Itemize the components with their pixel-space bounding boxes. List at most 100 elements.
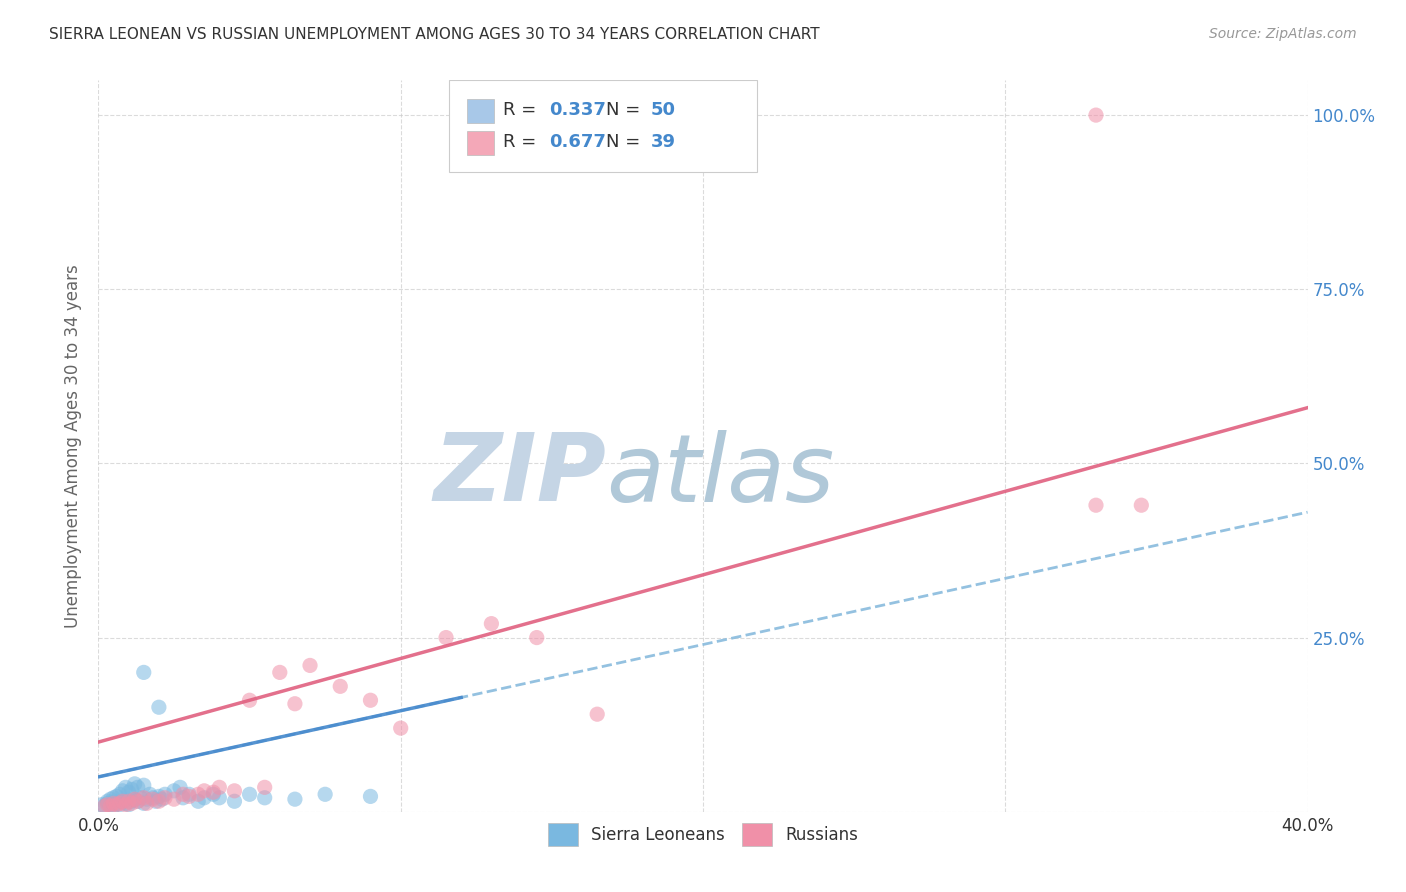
Point: [96, 794, 118, 808]
Point: [169, 780, 191, 795]
Point: [108, 797, 131, 812]
Point: [253, 790, 276, 805]
Point: [124, 792, 146, 806]
Point: [127, 780, 149, 795]
Text: Source: ZipAtlas.com: Source: ZipAtlas.com: [1209, 27, 1357, 41]
Point: [163, 792, 186, 806]
Text: ZIP: ZIP: [433, 429, 606, 521]
Point: [139, 787, 162, 801]
Y-axis label: Unemployment Among Ages 30 to 34 years: Unemployment Among Ages 30 to 34 years: [65, 264, 83, 628]
Text: 0.677: 0.677: [550, 134, 606, 152]
Point: [208, 780, 231, 795]
Text: 50: 50: [651, 102, 676, 120]
Point: [526, 631, 548, 645]
Point: [142, 792, 165, 806]
Point: [179, 787, 201, 801]
Point: [1085, 498, 1108, 512]
Point: [114, 780, 136, 795]
Point: [163, 784, 186, 798]
Point: [100, 797, 122, 812]
Point: [269, 665, 291, 680]
Text: 39: 39: [651, 134, 676, 152]
Point: [100, 792, 122, 806]
Point: [114, 797, 136, 812]
Text: R =: R =: [503, 134, 543, 152]
Text: 0.337: 0.337: [550, 102, 606, 120]
Point: [202, 787, 225, 801]
Point: [224, 794, 246, 808]
Point: [253, 780, 276, 795]
Point: [103, 797, 125, 811]
Point: [172, 787, 194, 801]
Point: [193, 784, 215, 798]
Point: [193, 790, 215, 805]
Point: [121, 797, 143, 811]
Point: [121, 794, 143, 808]
Point: [108, 797, 131, 811]
Point: [132, 665, 155, 680]
FancyBboxPatch shape: [467, 99, 494, 123]
Point: [153, 787, 176, 801]
Point: [148, 794, 170, 808]
Point: [481, 616, 503, 631]
Point: [1085, 108, 1108, 122]
Point: [389, 721, 412, 735]
Point: [132, 790, 155, 805]
Point: [105, 797, 128, 811]
Point: [105, 789, 128, 804]
Point: [148, 700, 170, 714]
Point: [114, 797, 136, 811]
Point: [111, 794, 134, 808]
Point: [284, 792, 307, 806]
Point: [93, 799, 115, 814]
Point: [586, 707, 609, 722]
Text: R =: R =: [503, 102, 543, 120]
Point: [187, 787, 209, 801]
Point: [153, 790, 176, 805]
Point: [145, 794, 167, 808]
Point: [118, 797, 141, 812]
Point: [329, 679, 352, 693]
FancyBboxPatch shape: [467, 131, 494, 155]
Point: [132, 778, 155, 792]
Text: N =: N =: [606, 134, 647, 152]
Point: [111, 794, 134, 808]
Point: [135, 797, 157, 811]
Point: [314, 787, 336, 801]
Point: [124, 792, 146, 806]
Legend: Sierra Leoneans, Russians: Sierra Leoneans, Russians: [540, 814, 866, 855]
Text: SIERRA LEONEAN VS RUSSIAN UNEMPLOYMENT AMONG AGES 30 TO 34 YEARS CORRELATION CHA: SIERRA LEONEAN VS RUSSIAN UNEMPLOYMENT A…: [49, 27, 820, 42]
Point: [187, 794, 209, 808]
Point: [208, 790, 231, 805]
Point: [142, 790, 165, 805]
Point: [434, 631, 457, 645]
Point: [148, 789, 170, 804]
Point: [90, 797, 112, 812]
Point: [121, 782, 143, 797]
Point: [96, 797, 118, 812]
Point: [118, 794, 141, 808]
Point: [100, 799, 122, 814]
Point: [224, 784, 246, 798]
Point: [179, 789, 201, 804]
Point: [239, 787, 262, 801]
Point: [1130, 498, 1153, 512]
Point: [132, 797, 155, 811]
Text: atlas: atlas: [606, 430, 835, 521]
Point: [103, 799, 125, 814]
Point: [124, 777, 146, 791]
Point: [118, 785, 141, 799]
Point: [96, 797, 118, 811]
Point: [202, 785, 225, 799]
Point: [103, 790, 125, 805]
Point: [284, 697, 307, 711]
Point: [111, 784, 134, 798]
Point: [150, 792, 173, 806]
Point: [105, 797, 128, 812]
Point: [93, 799, 115, 814]
Point: [129, 790, 152, 805]
Point: [127, 794, 149, 808]
Point: [360, 693, 382, 707]
Point: [108, 787, 131, 801]
Point: [360, 789, 382, 804]
